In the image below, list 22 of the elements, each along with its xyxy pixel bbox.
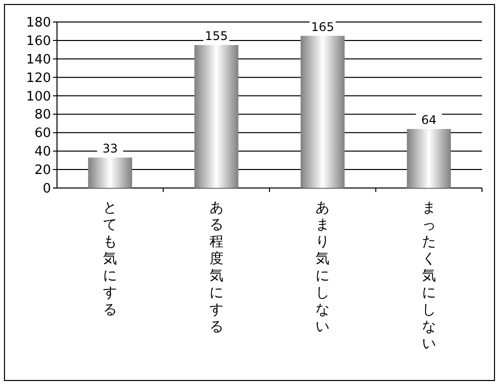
y-tick-label: 140: [26, 52, 51, 68]
data-label: 165: [311, 20, 334, 34]
y-tick-label: 0: [42, 182, 51, 196]
bar: [300, 36, 345, 188]
y-tick-label: 20: [34, 163, 51, 178]
y-tick-label: 160: [26, 34, 51, 49]
bar: [194, 45, 238, 188]
y-tick-label: 80: [34, 108, 51, 123]
data-label: 33: [102, 142, 118, 156]
data-label: 64: [421, 112, 437, 127]
bar: [406, 128, 451, 188]
x-tick-label: とても気にする: [103, 200, 118, 318]
y-tick-label: 60: [34, 126, 51, 142]
y-tick-label: 180: [26, 16, 51, 30]
data-label: 155: [204, 29, 228, 44]
category-label: まったく気にしない: [422, 200, 436, 352]
x-tick-label: ある程度気にする: [209, 200, 224, 335]
bar: [88, 158, 132, 188]
y-tick-label: 120: [26, 70, 51, 86]
x-tick-label: あまり気にしない: [316, 200, 330, 335]
y-tick-label: 100: [26, 89, 51, 104]
y-tick-label: 40: [34, 144, 51, 160]
